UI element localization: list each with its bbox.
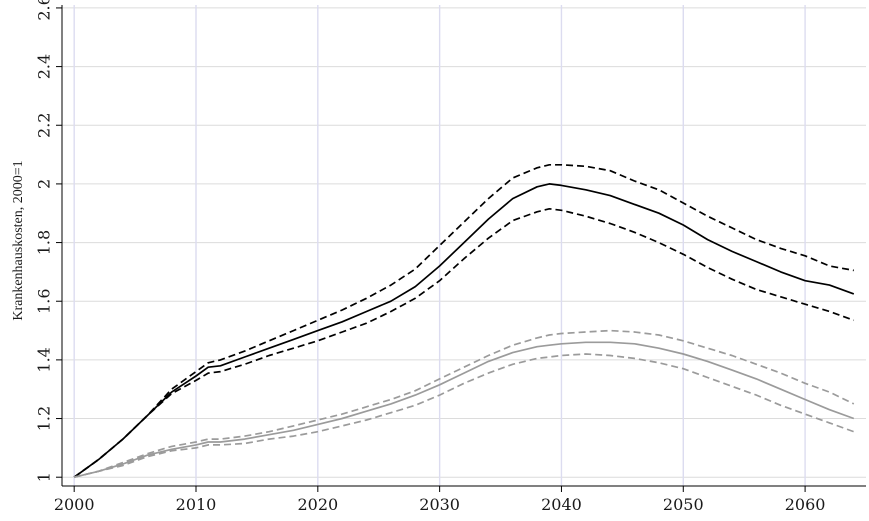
series-line-3 [73, 207, 855, 478]
x-tick-label: 2030 [419, 495, 460, 514]
x-tick-label: 2010 [176, 495, 217, 514]
y-tick-label: 2.6 [35, 0, 54, 21]
series-line-1 [73, 183, 855, 478]
y-axis-label: Krankenhauskosten, 2000=1 [11, 160, 26, 320]
series-line-4 [73, 341, 855, 479]
y-tick-label: 1.8 [35, 230, 54, 255]
y-tick-label: 2.4 [35, 54, 54, 79]
y-tick-label: 1 [35, 472, 54, 482]
y-tick-label: 2 [35, 179, 54, 189]
x-tick-label: 2020 [297, 495, 338, 514]
y-tick-label: 2.2 [35, 113, 54, 138]
x-tick-label: 2060 [785, 495, 826, 514]
series-line-2 [73, 163, 854, 478]
y-tick-label: 1.6 [35, 288, 54, 313]
series-line-6 [73, 353, 855, 479]
axes: 1 1.2 1.4 1.6 1.8 2 2.2 2.4 2.6 2000 2010 2020 2030 2… [35, 0, 866, 514]
grid-lines [62, 5, 866, 486]
x-tick-label: 2040 [541, 495, 582, 514]
y-tick-label: 1.4 [35, 347, 54, 372]
series-group [73, 163, 855, 479]
x-tick-label: 2000 [54, 495, 95, 514]
y-tick-label: 1.2 [35, 406, 54, 431]
x-tick-label: 2050 [663, 495, 704, 514]
series-line-5 [73, 329, 855, 479]
